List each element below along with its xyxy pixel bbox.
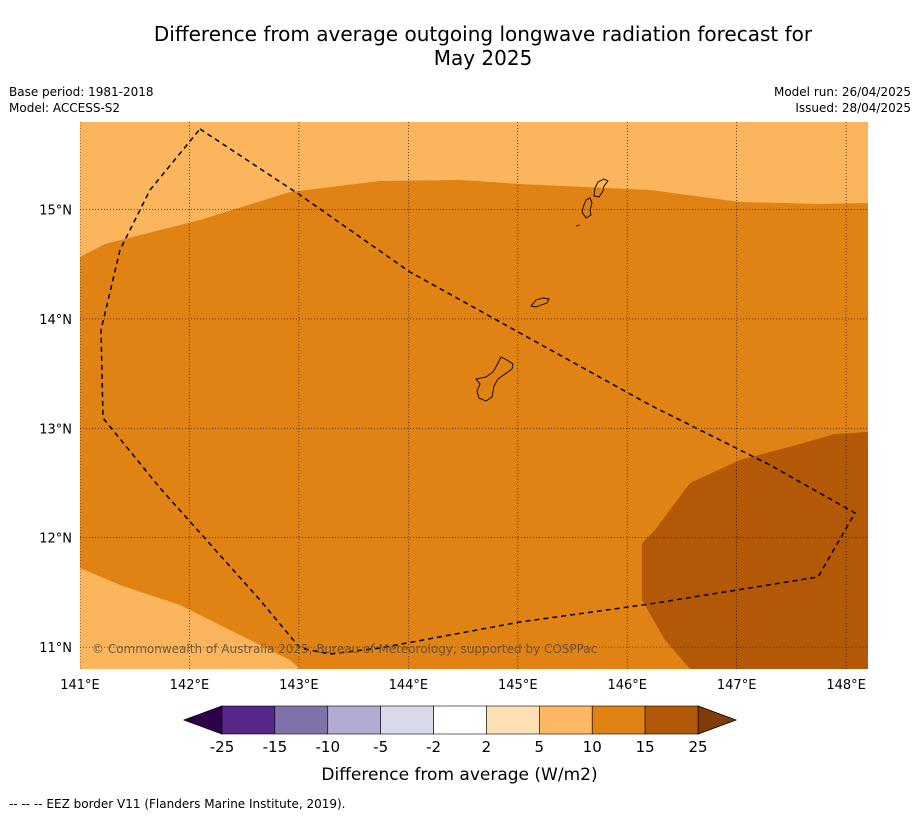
colorbar-tick-label: -10 [316, 738, 341, 756]
title-line-1: Difference from average outgoing longwav… [153, 22, 813, 46]
meta-right: Model run: 26/04/2025 Issued: 28/04/2025 [774, 84, 911, 116]
colorbar-tick-label: 25 [688, 738, 707, 756]
longitude-labels: 141°E 142°E 143°E 144°E 145°E 146°E 147°E 148°E [60, 678, 866, 693]
lon-tick-label: 146°E [607, 678, 647, 693]
colorbar-tick-label: -2 [426, 738, 441, 756]
island-saipan [593, 178, 609, 198]
map-area [80, 122, 868, 669]
lat-tick-label: 12°N [39, 532, 72, 547]
issued-date: Issued: 28/04/2025 [795, 101, 911, 115]
colorbar-segment [274, 705, 329, 735]
colorbar-segment [221, 705, 276, 735]
colorbar-segment [644, 705, 699, 735]
eez-legend-note: -- -- -- EEZ border V11 (Flanders Marine… [9, 797, 346, 811]
colorbar-tick-label: 10 [583, 738, 602, 756]
colorbar-tick-label: -25 [210, 738, 235, 756]
lon-tick-label: 142°E [170, 678, 210, 693]
colorbar-tick-label: 15 [636, 738, 655, 756]
colorbar-segment [591, 705, 646, 735]
colorbar-segment [539, 705, 593, 735]
lat-tick-label: 13°N [39, 422, 72, 437]
colorbar-segment [380, 705, 434, 735]
island-tinian [581, 197, 593, 219]
lon-tick-label: 148°E [826, 678, 866, 693]
colorbar-segment [327, 705, 381, 735]
lon-tick-label: 144°E [389, 678, 429, 693]
island-rota [530, 297, 550, 308]
colorbar-segment [433, 705, 487, 735]
colorbar-tick-label: -15 [263, 738, 288, 756]
coastlines [475, 178, 609, 402]
lat-tick-label: 15°N [39, 204, 72, 219]
lat-tick-label: 14°N [39, 313, 72, 328]
lon-tick-label: 145°E [498, 678, 538, 693]
model-name: Model: ACCESS-S2 [9, 101, 121, 115]
colorbar-under-arrow [182, 705, 223, 735]
map-figure: 141°E 142°E 143°E 144°E 145°E 146°E 147°E 148°E… [39, 122, 868, 756]
colorbar-tick-label: 2 [482, 738, 492, 756]
chart-title: Difference from average outgoing longwav… [80, 22, 886, 70]
base-period: Base period: 1981-2018 [9, 85, 154, 99]
island-guam [475, 356, 514, 402]
colorbar-over-arrow [697, 705, 738, 735]
copyright-text: © Commonwealth of Australia 2025, Bureau… [92, 642, 597, 656]
anomaly-region-15-25 [642, 432, 868, 669]
model-run: Model run: 26/04/2025 [773, 85, 911, 99]
latitude-labels: 15°N 14°N 13°N 12°N 11°N [39, 204, 72, 657]
lat-tick-label: 11°N [39, 641, 72, 656]
map-gridlines [80, 122, 868, 669]
lon-tick-label: 147°E [717, 678, 757, 693]
lon-tick-label: 141°E [60, 678, 100, 693]
colorbar-segment [486, 705, 540, 735]
colorbar-tick-label: 5 [535, 738, 545, 756]
colorbar-label: Difference from average (W/m2) [321, 765, 598, 785]
meta-left: Base period: 1981-2018 Model: ACCESS-S2 [9, 84, 154, 116]
title-line-2: May 2025 [433, 46, 533, 70]
eez-border [100, 128, 857, 655]
island-aguijan [575, 224, 581, 227]
lon-tick-label: 143°E [279, 678, 319, 693]
colorbar-tick-label: -5 [373, 738, 388, 756]
colorbar: -25 -15 -10 -5 -2 2 5 10 15 25 [182, 705, 738, 756]
